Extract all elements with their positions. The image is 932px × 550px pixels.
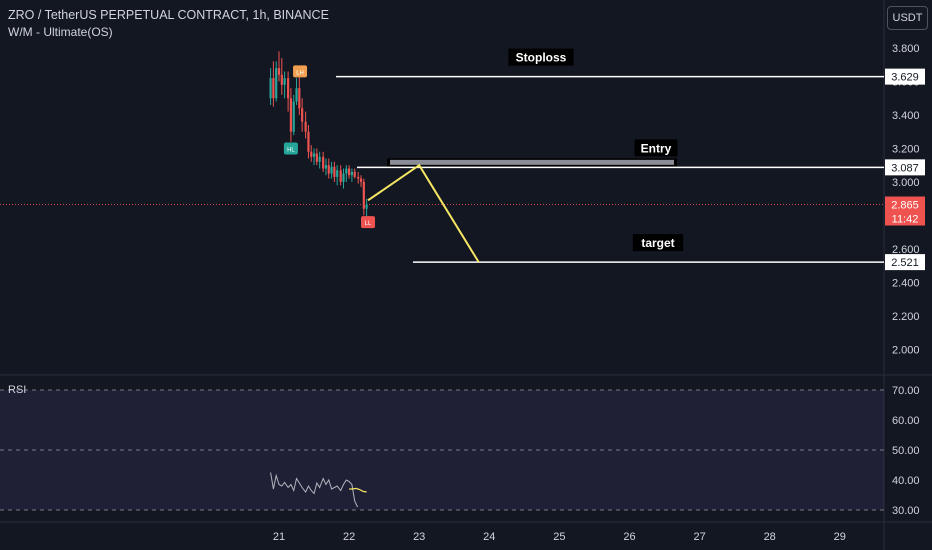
price-tick-label: 2.000 [892,344,920,356]
rsi-tick-label: 40.00 [892,475,920,487]
candle-body [269,78,272,99]
time-tick-label: 27 [693,531,705,543]
time-tick-label: 28 [764,531,776,543]
candle-body [353,171,356,177]
marker-hl [283,142,298,155]
candle-body [272,78,275,99]
level-price-box-target [885,254,925,271]
time-tick-label: 25 [553,531,565,543]
level-name-stoploss: Stoploss [516,51,567,65]
candle-body [283,78,286,85]
current-price-label: 2.865 [891,200,919,212]
price-tick-label: 3.800 [892,43,920,55]
countdown-label: 11:42 [892,214,919,226]
rsi-tick-label: 30.00 [892,505,920,517]
time-tick-label: 24 [483,531,495,543]
price-tick-label: 2.600 [892,244,920,256]
entry-zone [390,159,674,165]
candle-body [336,170,339,177]
candle-body [330,166,333,174]
level-price-target: 2.521 [891,257,919,269]
candle-body [342,173,345,182]
candle-body [307,131,310,152]
rsi-tick-label: 70.00 [892,385,920,397]
candle-body [318,156,321,162]
rsi-tick-label: 50.00 [892,445,920,457]
price-tick-label: 2.400 [892,277,920,289]
candle-body [333,166,336,177]
candle-body [327,165,330,174]
level-name-box-target [632,234,684,252]
rsi-pane-title: RSI [8,384,27,396]
indicator-name: W/M - Ultimate(OS) [8,25,113,39]
projection-path [367,163,480,263]
candle-body [301,108,304,122]
candle-body [315,153,318,162]
time-tick-label: 22 [343,531,355,543]
chart-title: ZRO / TetherUS PERPETUAL CONTRACT, 1h, B… [8,8,329,22]
level-price-entry: 3.087 [891,162,919,174]
time-tick-label: 26 [623,531,635,543]
time-tick-label: 21 [273,531,285,543]
price-tick-label: 3.400 [892,110,920,122]
candle-body [324,165,328,169]
level-name-target: target [641,236,674,250]
current-price-box [885,196,925,226]
level-price-box-stoploss [885,68,925,85]
marker-label-hl: HL [287,147,295,153]
marker-lh [293,65,308,78]
level-name-box-stoploss [508,48,574,66]
candle-body [304,121,307,132]
level-name-entry: Entry [641,141,672,155]
price-tick-label: 3.200 [892,143,920,155]
candle-body [289,98,293,132]
rsi-line [270,472,358,508]
candle-body [292,101,295,132]
level-name-box-entry [634,139,678,157]
currency-button[interactable]: USDT [887,6,928,30]
price-tick-label: 3.000 [892,177,920,189]
time-tick-label: 23 [413,531,425,543]
candle-body [310,151,313,157]
rsi-tick-label: 60.00 [892,415,920,427]
candle-body [348,168,351,176]
candle-body [287,78,290,99]
candle-body [350,171,354,176]
time-tick-label: 29 [834,531,846,543]
candle-body [339,170,342,182]
candle-body [277,68,281,75]
candle-body [357,176,360,179]
candle-body [322,156,325,169]
candle-body [312,153,316,157]
marker-label-lh: LH [296,70,304,76]
candle-body [280,74,283,85]
price-tick-label: 2.200 [892,311,920,323]
candle-body [365,204,368,209]
candle-body [275,68,278,99]
level-price-stoploss: 3.629 [891,72,919,84]
candle-body [295,88,298,102]
candle-body [345,168,348,174]
candle-body [298,88,301,109]
candle-body [362,181,365,209]
candle-body [359,178,363,182]
level-price-box-entry [885,159,925,176]
marker-ll [361,216,376,229]
rsi-ma-line [349,487,367,493]
marker-label-ll: LL [365,221,372,227]
